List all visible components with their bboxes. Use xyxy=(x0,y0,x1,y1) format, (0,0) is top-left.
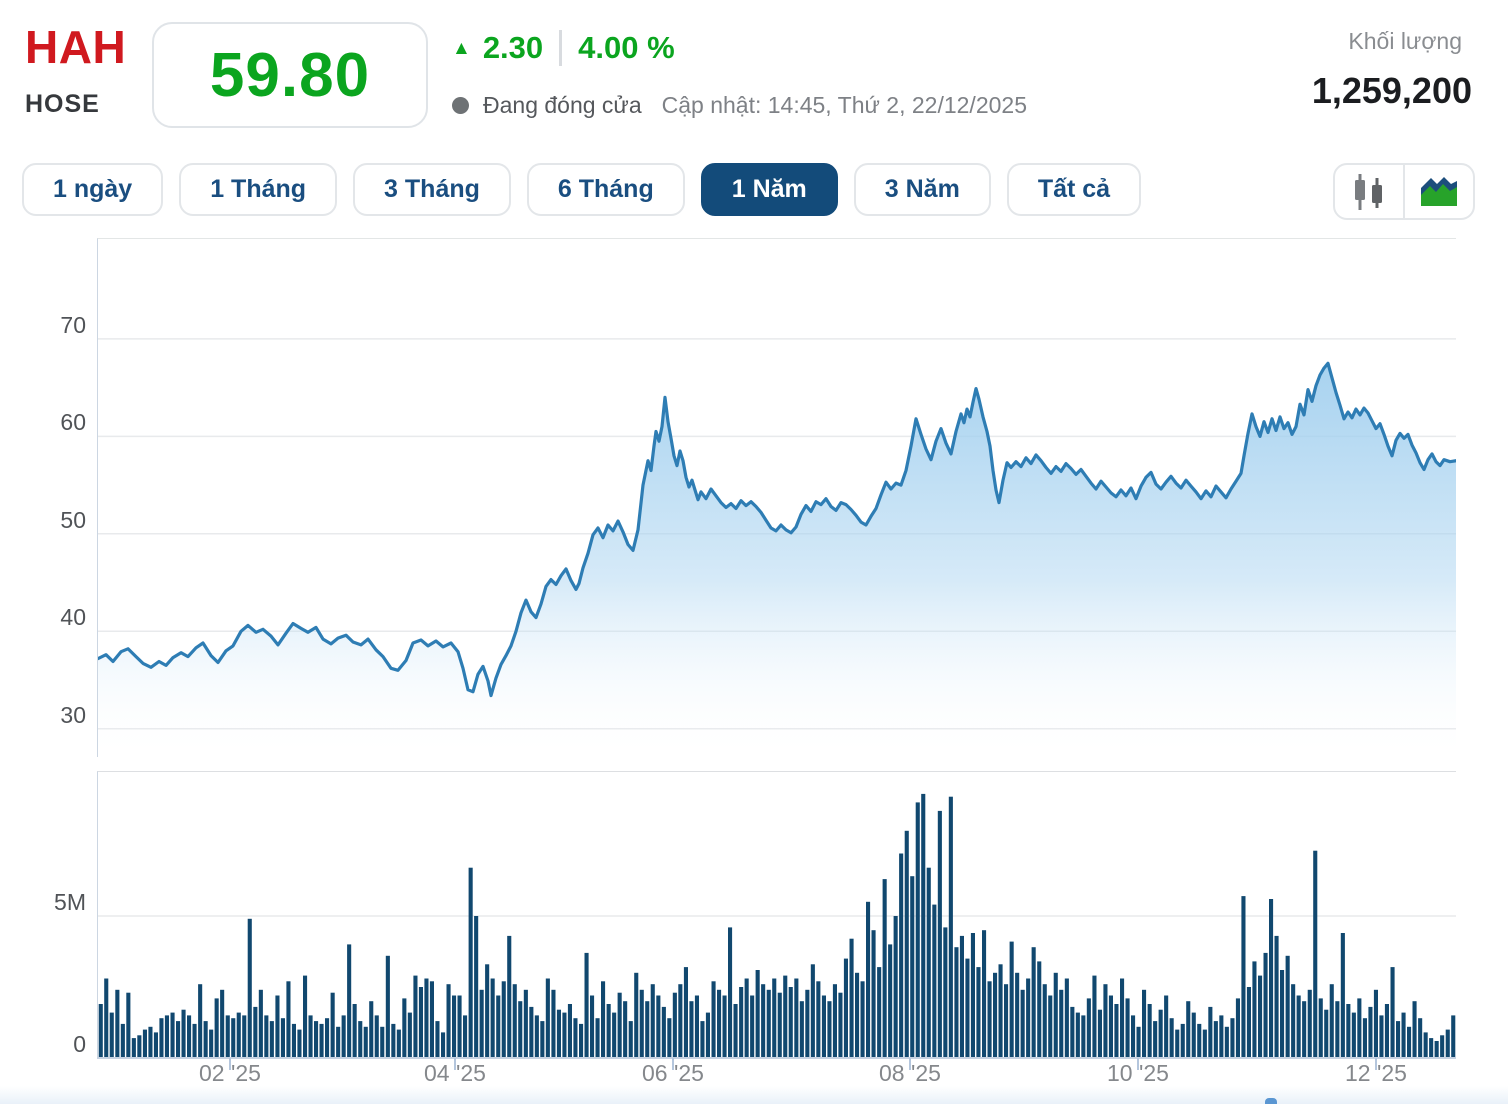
range-button-3-năm[interactable]: 3 Năm xyxy=(853,163,991,216)
x-axis-tick xyxy=(672,1058,674,1070)
price-line xyxy=(98,361,1456,698)
price-axis-label: 30 xyxy=(60,701,86,728)
x-axis-label: 02 '25 xyxy=(199,1060,261,1086)
volume-chart-pane[interactable] xyxy=(97,771,1456,1058)
candlestick-icon xyxy=(1352,172,1386,212)
x-axis-label: 06 '25 xyxy=(642,1060,704,1086)
time-range-buttons: 1 ngày 1 Tháng 3 Tháng 6 Tháng 1 Năm 3 Năm Tất… xyxy=(22,163,1142,216)
market-status-row: Đang đóng cửa Cập nhật: 14:45, Thứ 2, 22… xyxy=(452,92,1027,119)
x-axis-label: 08 '25 xyxy=(879,1060,941,1086)
x-axis-tick xyxy=(454,1058,456,1070)
navigator-strip[interactable] xyxy=(0,1086,1508,1104)
range-button-3-tháng[interactable]: 3 Tháng xyxy=(353,163,511,216)
range-button-tất-cả[interactable]: Tất cả xyxy=(1006,163,1142,216)
volume-axis-label: 5M xyxy=(54,888,86,915)
price-axis-label: 70 xyxy=(60,311,86,338)
x-axis-tick xyxy=(909,1058,911,1070)
x-axis-line xyxy=(97,1057,1456,1059)
updated-timestamp: Cập nhật: 14:45, Thứ 2, 22/12/2025 xyxy=(661,92,1027,118)
switcher-divider xyxy=(1403,165,1405,218)
change-value: 2.30 xyxy=(482,30,544,65)
volume-axis-label: 0 xyxy=(73,1031,86,1057)
price-chart-pane[interactable] xyxy=(97,238,1456,757)
x-axis-tick xyxy=(229,1058,231,1070)
price-axis-label: 50 xyxy=(60,506,86,533)
navigator-marker[interactable] xyxy=(1265,1098,1277,1104)
price-area-fill xyxy=(98,363,1456,757)
x-axis-tick xyxy=(1375,1058,1377,1070)
range-button-1-tháng[interactable]: 1 Tháng xyxy=(179,163,338,216)
area-chart-button[interactable] xyxy=(1405,165,1473,218)
x-axis-label: 04 '25 xyxy=(424,1060,486,1086)
range-button-1-năm[interactable]: 1 Năm xyxy=(700,163,838,216)
stock-symbol: HAH xyxy=(25,21,127,73)
candlestick-chart-button[interactable] xyxy=(1335,165,1403,218)
price-change-row: ▲ 2.30 4.00 % xyxy=(452,30,675,66)
market-status-label: Đang đóng cửa xyxy=(483,92,642,118)
last-price: 59.80 xyxy=(209,40,371,110)
volume-bars xyxy=(98,793,1456,1058)
price-axis-label: 60 xyxy=(60,409,86,436)
market-status-dot-icon xyxy=(452,97,469,114)
volume-label: Khối lượng xyxy=(1348,28,1462,54)
price-axis-label: 40 xyxy=(60,604,86,631)
change-divider xyxy=(559,30,563,66)
x-axis-label: 10 '25 xyxy=(1107,1060,1169,1086)
x-axis-tick xyxy=(1137,1058,1139,1070)
volume-value: 1,259,200 xyxy=(1311,70,1472,111)
last-price-box: 59.80 xyxy=(152,22,428,128)
chart-type-switcher xyxy=(1333,163,1475,220)
area-chart-icon xyxy=(1419,175,1459,208)
up-arrow-icon: ▲ xyxy=(452,37,471,59)
range-button-1-ngày[interactable]: 1 ngày xyxy=(22,163,164,216)
x-axis-label: 12 '25 xyxy=(1345,1060,1407,1086)
exchange-label: HOSE xyxy=(25,90,100,118)
change-percent: 4.00 % xyxy=(578,30,675,65)
range-button-6-tháng[interactable]: 6 Tháng xyxy=(526,163,685,216)
